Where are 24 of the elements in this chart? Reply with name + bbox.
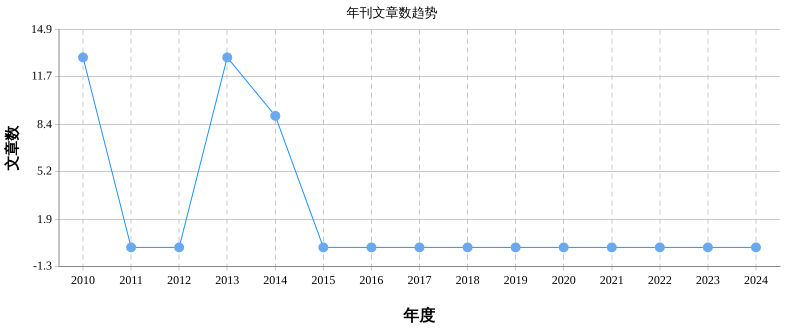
y-axis-title: 文章数 [2, 124, 21, 172]
x-axis-title: 年度 [402, 306, 436, 325]
chart-title: 年刊文章数趋势 [346, 5, 438, 20]
x-tick-label: 2011 [119, 272, 143, 287]
x-tick-label: 2020 [552, 272, 576, 287]
x-tick-label: 2012 [167, 272, 192, 287]
x-tick-label: 2019 [504, 272, 528, 287]
y-tick-label: 5.2 [37, 164, 52, 178]
x-tick-label: 2018 [456, 272, 480, 287]
x-tick-label: 2016 [359, 272, 384, 287]
y-tick-label: 11.7 [31, 68, 52, 83]
x-tick-label: 2015 [311, 272, 336, 287]
x-tick-label: 2024 [744, 272, 768, 287]
x-tick-label: 2014 [263, 272, 288, 287]
x-tick-label: 2022 [648, 272, 672, 287]
y-tick-label: 8.4 [37, 116, 52, 131]
x-tick-label: 2013 [215, 272, 240, 287]
y-tick-label: 14.9 [31, 22, 52, 36]
x-tick-label: 2023 [696, 272, 720, 287]
y-tick-label: 1.9 [37, 212, 52, 226]
x-tick-label: 2021 [600, 272, 624, 287]
x-tick-label: 2010 [71, 272, 96, 287]
y-tick-label: -1.3 [33, 258, 52, 273]
x-tick-label: 2017 [408, 272, 432, 287]
